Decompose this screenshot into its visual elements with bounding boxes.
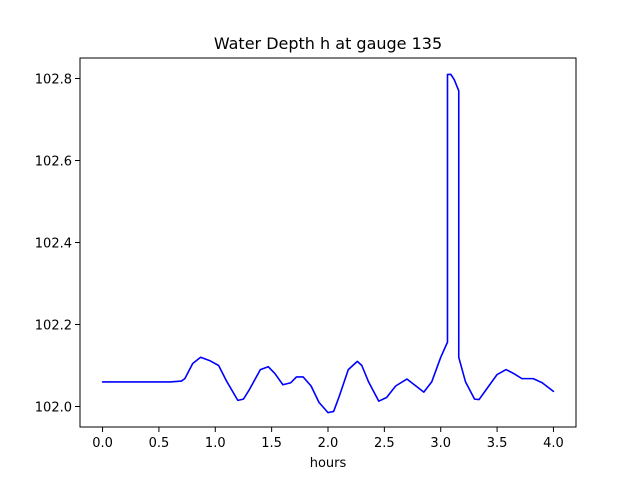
x-tick-label: 1.0 xyxy=(205,436,226,451)
x-axis: 0.0 0.5 1.0 1.5 2.0 2.5 3.0 3.5 4.0 xyxy=(92,427,564,451)
y-tick-label: 102.4 xyxy=(35,237,72,252)
x-tick-label: 3.0 xyxy=(430,436,451,451)
x-tick-label: 0.0 xyxy=(92,436,113,451)
x-tick-label: 2.0 xyxy=(318,436,339,451)
y-tick-label: 102.6 xyxy=(35,155,72,170)
chart-title: Water Depth h at gauge 135 xyxy=(214,34,442,53)
x-tick-label: 0.5 xyxy=(149,436,170,451)
y-axis: 102.0 102.2 102.4 102.6 102.8 xyxy=(35,73,80,416)
x-tick-label: 2.5 xyxy=(374,436,395,451)
series-line-0 xyxy=(101,73,555,414)
y-tick-label: 102.2 xyxy=(35,319,72,334)
x-tick-label: 4.0 xyxy=(543,436,564,451)
y-tick-label: 102.8 xyxy=(35,73,72,88)
x-tick-label: 1.5 xyxy=(261,436,282,451)
x-tick-label: 3.5 xyxy=(487,436,508,451)
x-axis-label: hours xyxy=(310,456,347,471)
y-tick-label: 102.0 xyxy=(35,401,72,416)
plot-area xyxy=(101,73,555,414)
